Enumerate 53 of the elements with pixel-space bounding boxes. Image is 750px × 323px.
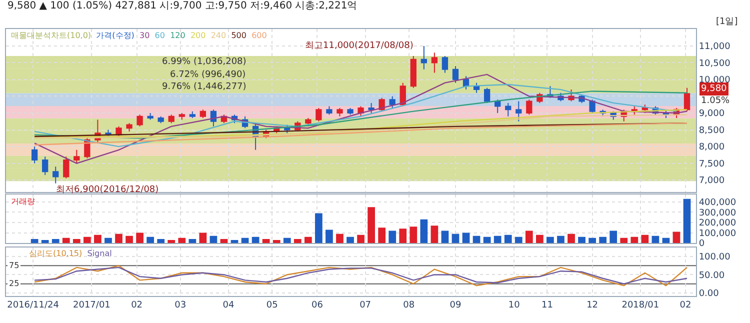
ref-line-label: 75	[9, 261, 20, 270]
text: 120	[170, 31, 186, 40]
x-tick-label: 06	[311, 300, 324, 311]
text: 가격(수정)	[96, 31, 134, 40]
y-tick-label: 100.00	[698, 252, 731, 263]
text: 9,580	[701, 84, 728, 94]
x-tick-label: 2018/01	[622, 300, 660, 311]
text: [1일]	[716, 17, 738, 27]
x-tick-label: 2016/11/24	[7, 300, 60, 311]
text: 거래량	[11, 197, 35, 206]
x-tick-label: 08	[403, 300, 415, 311]
chart-title: 9,580 ▲ 100 (1.05%) 427,881 시:9,700 고:9,750 저:9,460 시총:2,221억	[8, 0, 358, 12]
x-tick-label: 02	[680, 300, 692, 311]
y-tick-label: 8,000	[698, 142, 725, 153]
series-label: Signal	[87, 249, 112, 258]
text: 200	[190, 31, 206, 40]
y-tick-label: 11,000	[698, 42, 731, 52]
y-tick-label: 0	[698, 239, 705, 250]
text: 600	[252, 31, 267, 40]
x-tick-label: 04	[222, 300, 234, 311]
y-tick-label: 300,000	[698, 208, 736, 218]
x-tick-label: 11	[541, 300, 553, 311]
annotation: 최저6,900(2016/12/08)	[56, 185, 159, 195]
ref-line-label: 25	[9, 279, 20, 288]
text: 30	[140, 31, 150, 40]
band-label: 9.76% (1,446,277)	[162, 82, 246, 92]
y-tick-label: 9,000	[698, 109, 725, 120]
y-tick-label: 7,000	[698, 176, 725, 186]
x-tick-label: 02	[131, 300, 143, 311]
x-tick-label: 10	[508, 300, 520, 311]
x-tick-label: 05	[266, 300, 278, 311]
band-label: 6.72% (996,490)	[170, 70, 246, 80]
text: 60	[154, 31, 165, 40]
y-tick-label: 200,000	[698, 218, 736, 229]
annotation: 최고11,000(2017/08/08)	[305, 41, 414, 51]
text: 1.05%	[701, 96, 730, 106]
x-tick-label: 2017/01	[72, 300, 110, 311]
y-tick-label: 10,500	[698, 58, 731, 69]
text: 500	[231, 31, 246, 40]
legend-title: 매물대분석차트(10,0)	[11, 31, 92, 40]
text: 240	[210, 31, 226, 40]
y-tick-label: 7,500	[698, 159, 725, 170]
x-tick-label: 09	[450, 300, 462, 311]
series-label: 심리도(10,15)	[29, 249, 82, 258]
y-tick-label: 50.00	[698, 270, 725, 281]
y-tick-label: 8,500	[698, 126, 725, 136]
x-tick-label: 07	[360, 300, 372, 311]
y-tick-label: 100,000	[698, 228, 736, 239]
y-tick-label: 0.00	[698, 289, 720, 300]
band-label: 6.99% (1,036,208)	[162, 57, 246, 67]
x-tick-label: 12	[586, 300, 598, 311]
y-tick-label: 400,000	[698, 198, 736, 208]
x-tick-label: 03	[174, 300, 186, 311]
